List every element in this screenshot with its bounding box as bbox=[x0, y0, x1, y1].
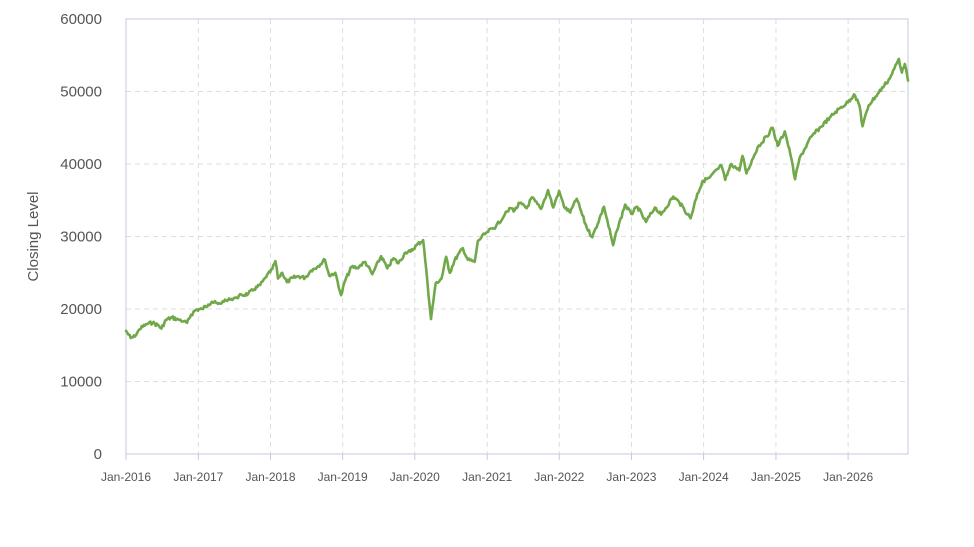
y-axis-title: Closing Level bbox=[25, 191, 42, 281]
x-tick-label: Jan-2019 bbox=[318, 470, 368, 484]
x-tick-label: Jan-2025 bbox=[751, 470, 801, 484]
x-tick-label: Jan-2017 bbox=[173, 470, 223, 484]
y-tick-label: 60000 bbox=[60, 11, 102, 28]
x-tick-label: Jan-2016 bbox=[101, 470, 151, 484]
x-axis: Jan-2016 Jan-2017 Jan-2018 Jan-2019 Jan-2020… bbox=[101, 454, 873, 484]
y-axis: 0 10000 20000 30000 40000 50000 60000 bbox=[60, 11, 102, 463]
series-line-0 bbox=[124, 57, 910, 340]
series-layer bbox=[124, 57, 910, 340]
x-tick-label: Jan-2018 bbox=[245, 470, 295, 484]
y-tick-label: 20000 bbox=[60, 301, 102, 318]
y-tick-label: 30000 bbox=[60, 229, 102, 246]
x-tick-label: Jan-2024 bbox=[679, 470, 729, 484]
x-tick-label: Jan-2023 bbox=[606, 470, 656, 484]
x-tick-label: Jan-2021 bbox=[462, 470, 512, 484]
y-tick-label: 40000 bbox=[60, 156, 102, 173]
y-tick-label: 10000 bbox=[60, 374, 102, 391]
plot-frame bbox=[125, 18, 909, 455]
y-tick-label: 0 bbox=[94, 446, 102, 463]
x-tick-label: Jan-2022 bbox=[534, 470, 584, 484]
grid-layer bbox=[126, 18, 908, 454]
x-tick-label: Jan-2026 bbox=[823, 470, 873, 484]
x-tick-label: Jan-2020 bbox=[390, 470, 440, 484]
y-tick-label: 50000 bbox=[60, 84, 102, 101]
